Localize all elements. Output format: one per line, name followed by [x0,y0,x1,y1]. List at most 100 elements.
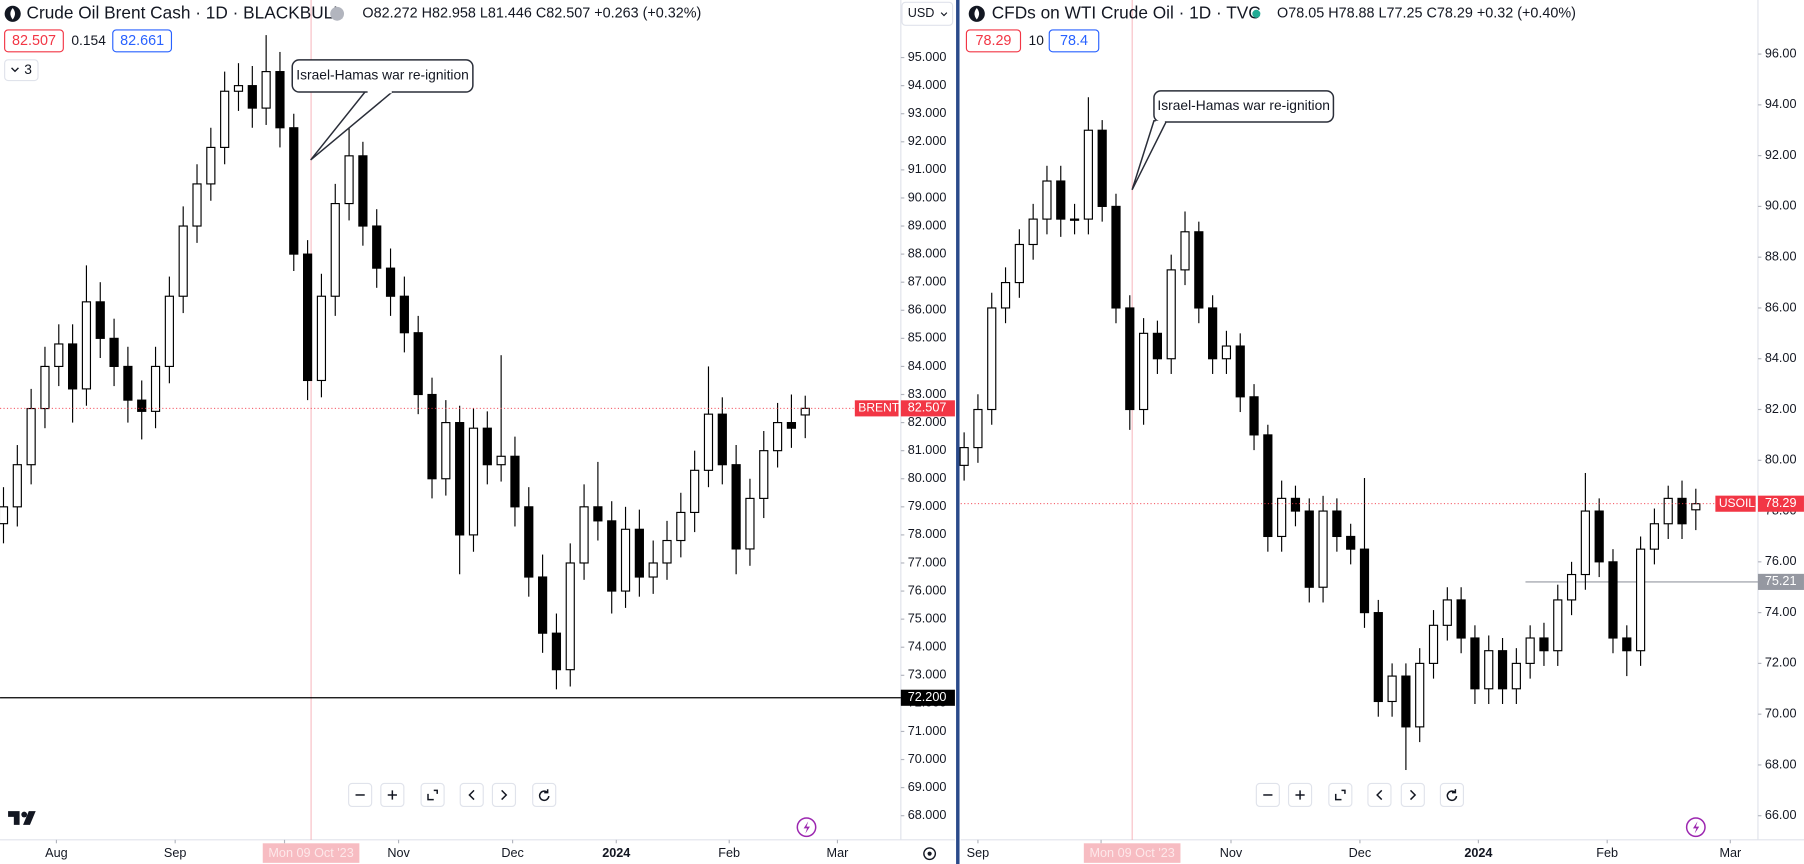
x-tick-label: Nov [387,846,410,860]
toolbar-button[interactable] [1439,782,1465,808]
toolbar-button[interactable] [491,782,517,808]
candle-body [399,295,409,334]
y-tick-label: 96.00 [1765,46,1797,60]
candle-body [303,253,313,382]
candle-body [703,413,714,471]
candle-body [164,295,174,368]
candle-body [233,85,244,92]
candle-body [1442,599,1452,626]
bid-box[interactable] [965,29,1022,53]
candle-body [1415,662,1425,728]
candle-body [717,413,727,466]
candle-body [1484,650,1494,690]
candle-body [1401,675,1411,728]
symbol-logo-drop [10,8,15,20]
candle-body [1097,129,1107,207]
candle-body [1622,637,1632,652]
x-tick-label: Aug [45,846,68,860]
ask-box[interactable] [1048,29,1100,53]
chevron [940,12,948,17]
candle-body [690,469,700,514]
y-tick-label: 83.000 [908,387,947,401]
indicators-toggle[interactable] [4,59,39,82]
toolbar-icon [1376,789,1383,801]
candle-body [1525,637,1535,664]
candle-body [1056,180,1066,220]
y-tick-label: 76.000 [908,583,947,597]
candle-body [662,539,672,564]
candle-body [731,464,741,550]
x-tick-label: Sep [967,846,990,860]
toolbar-icon [1334,789,1346,801]
y-tick-label: 80.00 [1765,453,1797,467]
candle-body [648,562,658,578]
y-tick-label: 72.00 [1765,656,1797,670]
callout-box [1153,90,1335,123]
candle-body [1359,548,1370,614]
y-tick-label: 90.00 [1765,199,1797,213]
y-tick-label: 90.000 [908,190,947,204]
tradingview-logo [8,811,36,825]
callout-text: Israel-Hamas war re-ignition [296,68,469,83]
candle-body [1042,180,1052,220]
spread: 10 [1029,33,1045,48]
y-tick-label: 74.00 [1765,605,1797,619]
candle-body [40,365,50,410]
candle-body [1594,510,1604,563]
candle-body [150,365,161,412]
y-tick-label: 70.00 [1765,707,1797,721]
symbol-label-box [854,400,899,417]
candle-body [1677,497,1687,525]
y-tick-label: 80.000 [908,471,947,485]
bid-price: 82.507 [12,33,56,49]
candle-body [1649,523,1660,550]
candle-body [593,506,603,522]
candle-body [1290,497,1301,512]
candle-body [330,202,340,297]
currency-button[interactable] [901,1,954,26]
horizontal-line-label: 72.200 [908,690,947,704]
callout-text: Israel-Hamas war re-ignition [1157,98,1330,113]
toolbar-icon [538,789,550,802]
candle-body [358,155,368,227]
toolbar-icon [1295,790,1305,800]
candle-body [1249,396,1259,436]
bid-box[interactable] [4,29,64,53]
candle-body [81,301,92,390]
y-tick-label: 94.000 [908,78,947,92]
candle-body [0,506,9,525]
candle-body [1635,548,1646,652]
settings-button[interactable] [923,847,937,861]
candle-body [1111,205,1121,309]
candle-body [482,427,492,466]
toolbar-button[interactable] [420,782,445,808]
symbol-logo-drop [974,8,980,20]
y-tick-label: 91.000 [908,162,947,176]
ask-box[interactable] [112,29,173,53]
y-tick-label: 86.00 [1765,300,1797,314]
candle-body [1208,307,1218,360]
toolbar-button[interactable] [1400,782,1425,808]
candle-body [1125,307,1135,411]
price-label-box [1757,495,1804,512]
candle-body [1470,637,1480,690]
candle-body [441,422,451,480]
candle-body [1428,624,1439,664]
candle-body [959,447,969,466]
candle-body [1180,231,1190,271]
candle-body [206,146,216,185]
candle-body [1566,573,1577,601]
toolbar-button[interactable] [1328,782,1353,808]
x-tick-label: 2024 [1464,846,1492,860]
y-tick-label: 82.000 [908,415,947,429]
candle-body [745,497,755,550]
toolbar-button[interactable] [532,782,557,808]
bolt-icon [803,821,810,834]
candle-body [759,450,769,499]
candle-body [178,225,188,297]
toolbar-button[interactable] [1367,782,1392,808]
toolbar-button[interactable] [459,782,484,808]
toolbar-icon [1446,789,1458,802]
